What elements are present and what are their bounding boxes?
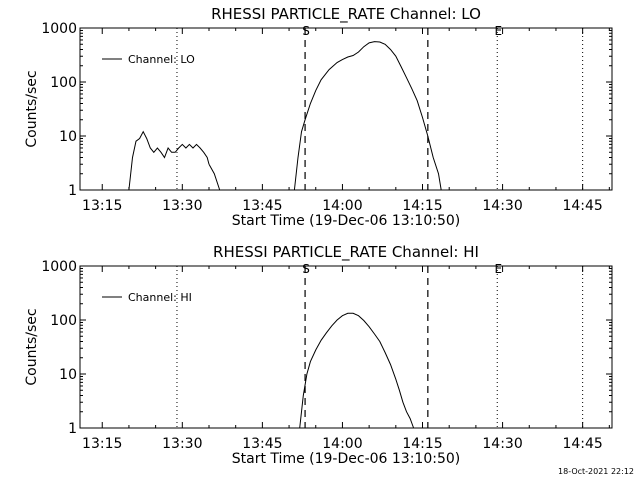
panel1-y-axis-label: Counts/sec xyxy=(24,70,40,147)
panel1-y-tick-label: 1000 xyxy=(41,21,77,37)
panel2-x-tick-label: 13:15 xyxy=(82,436,122,452)
panel1-plot-frame xyxy=(79,27,613,191)
panel2-x-tick-label: 14:30 xyxy=(482,436,522,452)
panel2-y-axis-label: Counts/sec xyxy=(24,308,40,385)
panel1-x-tick-label: 14:15 xyxy=(402,198,442,214)
panel1-series-line-segment-1 xyxy=(128,130,210,191)
panel2-x-tick-label: 13:45 xyxy=(242,436,282,452)
panel2-plot-frame xyxy=(79,265,613,429)
footer-timestamp: 18-Oct-2021 22:12 xyxy=(558,467,634,476)
panel1-x-tick-label: 14:45 xyxy=(562,198,602,214)
panel2-x-tick-label: 13:30 xyxy=(162,436,202,452)
panel2-y-tick-label: 10 xyxy=(59,367,77,383)
panel1-y-tick-label: 10 xyxy=(59,129,77,145)
panel1-y-tick-label: 1 xyxy=(68,183,77,199)
panel2-title: RHESSI PARTICLE_RATE Channel: HI xyxy=(213,243,479,262)
panel1-marker-label-s: S xyxy=(302,24,310,38)
panel1-series-line-segment-2 xyxy=(208,163,221,191)
panel1-x-tick-label: 13:30 xyxy=(162,198,202,214)
panel2-y-tick-label: 1000 xyxy=(41,259,77,275)
panel1-marker-label-e: E xyxy=(494,24,502,38)
panel1-title: RHESSI PARTICLE_RATE Channel: LO xyxy=(211,5,481,24)
panel2-marker-label-s: S xyxy=(302,262,310,276)
panel2-legend-label: Channel: HI xyxy=(128,291,192,304)
panel2-y-tick-label: 100 xyxy=(50,313,77,329)
panel1-legend-label: Channel: LO xyxy=(128,53,195,66)
panel2-marker-label-e: E xyxy=(494,262,502,276)
panel2-x-tick-label: 14:00 xyxy=(322,436,362,452)
panel2-x-tick-label: 14:45 xyxy=(562,436,602,452)
panel2-x-tick-label: 14:15 xyxy=(402,436,442,452)
panel1-x-tick-label: 13:15 xyxy=(82,198,122,214)
panel1-x-tick-label: 13:45 xyxy=(242,198,282,214)
panel2-x-axis-label: Start Time (19-Dec-06 13:10:50) xyxy=(232,451,460,467)
panel1-x-tick-label: 14:00 xyxy=(322,198,362,214)
panel1-x-axis-label: Start Time (19-Dec-06 13:10:50) xyxy=(232,213,460,229)
panel1-y-tick-label: 100 xyxy=(50,75,77,91)
panel2-series-line-segment-1 xyxy=(299,312,415,429)
panel1-x-tick-label: 14:30 xyxy=(482,198,522,214)
panel2-y-tick-label: 1 xyxy=(68,421,77,437)
panel1-series-line-segment-3 xyxy=(293,41,442,191)
